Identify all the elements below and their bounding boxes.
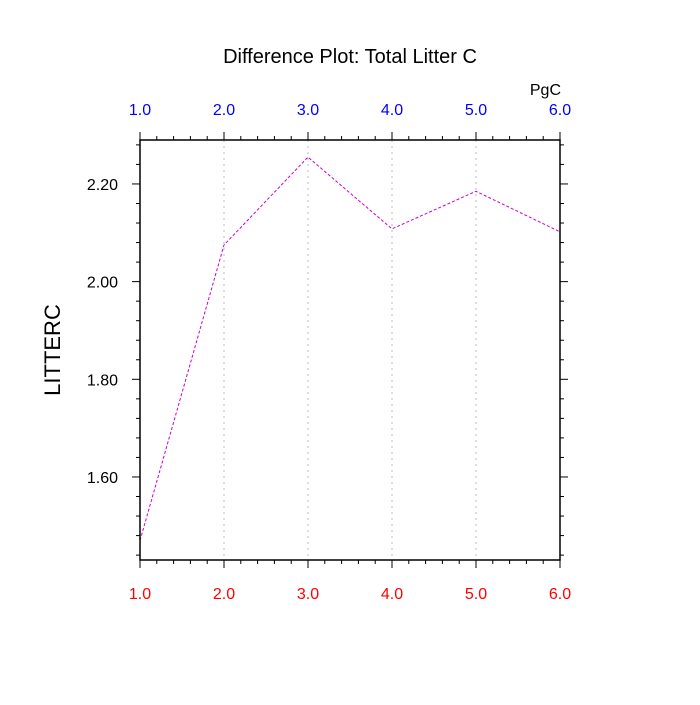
series-layer [140,157,560,540]
x-tick-label-bottom: 1.0 [129,586,151,603]
units-label: PgC [530,82,561,99]
series-line [140,157,560,540]
x-tick-label-bottom: 3.0 [297,586,319,603]
chart-title: Difference Plot: Total Litter C [223,46,477,68]
tick-marks [132,132,568,568]
y-tick-label: 1.80 [87,372,118,389]
x-tick-label-top: 4.0 [381,102,403,119]
x-tick-label-bottom: 5.0 [465,586,487,603]
x-tick-label-bottom: 6.0 [549,586,571,603]
y-tick-label: 2.20 [87,177,118,194]
tick-labels: 1.0 1.0 2.0 2.0 3.0 3.0 4.0 4.0 5.0 5.0 6.0 6.0 1.60… [87,102,571,603]
x-tick-label-top: 3.0 [297,102,319,119]
x-tick-label-top: 6.0 [549,102,571,119]
y-axis-label: LITTERC [40,304,65,396]
x-tick-label-top: 5.0 [465,102,487,119]
x-tick-label-top: 2.0 [213,102,235,119]
x-tick-label-top: 1.0 [129,102,151,119]
y-tick-label: 1.60 [87,470,118,487]
plot-frame [140,140,560,560]
grid-lines [224,140,476,560]
axes [140,140,560,560]
y-tick-label: 2.00 [87,275,118,292]
x-tick-label-bottom: 2.0 [213,586,235,603]
x-tick-label-bottom: 4.0 [381,586,403,603]
